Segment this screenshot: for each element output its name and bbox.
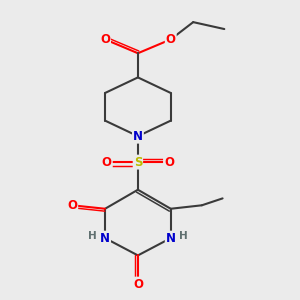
Text: O: O (100, 33, 110, 46)
Text: H: H (88, 231, 96, 242)
Text: N: N (166, 232, 176, 244)
Text: O: O (102, 156, 112, 169)
Text: O: O (164, 156, 174, 169)
Text: O: O (133, 278, 143, 291)
Text: N: N (100, 232, 110, 244)
Text: O: O (166, 33, 176, 46)
Text: S: S (134, 156, 142, 169)
Text: N: N (133, 130, 143, 143)
Text: H: H (179, 231, 188, 242)
Text: O: O (67, 199, 77, 212)
